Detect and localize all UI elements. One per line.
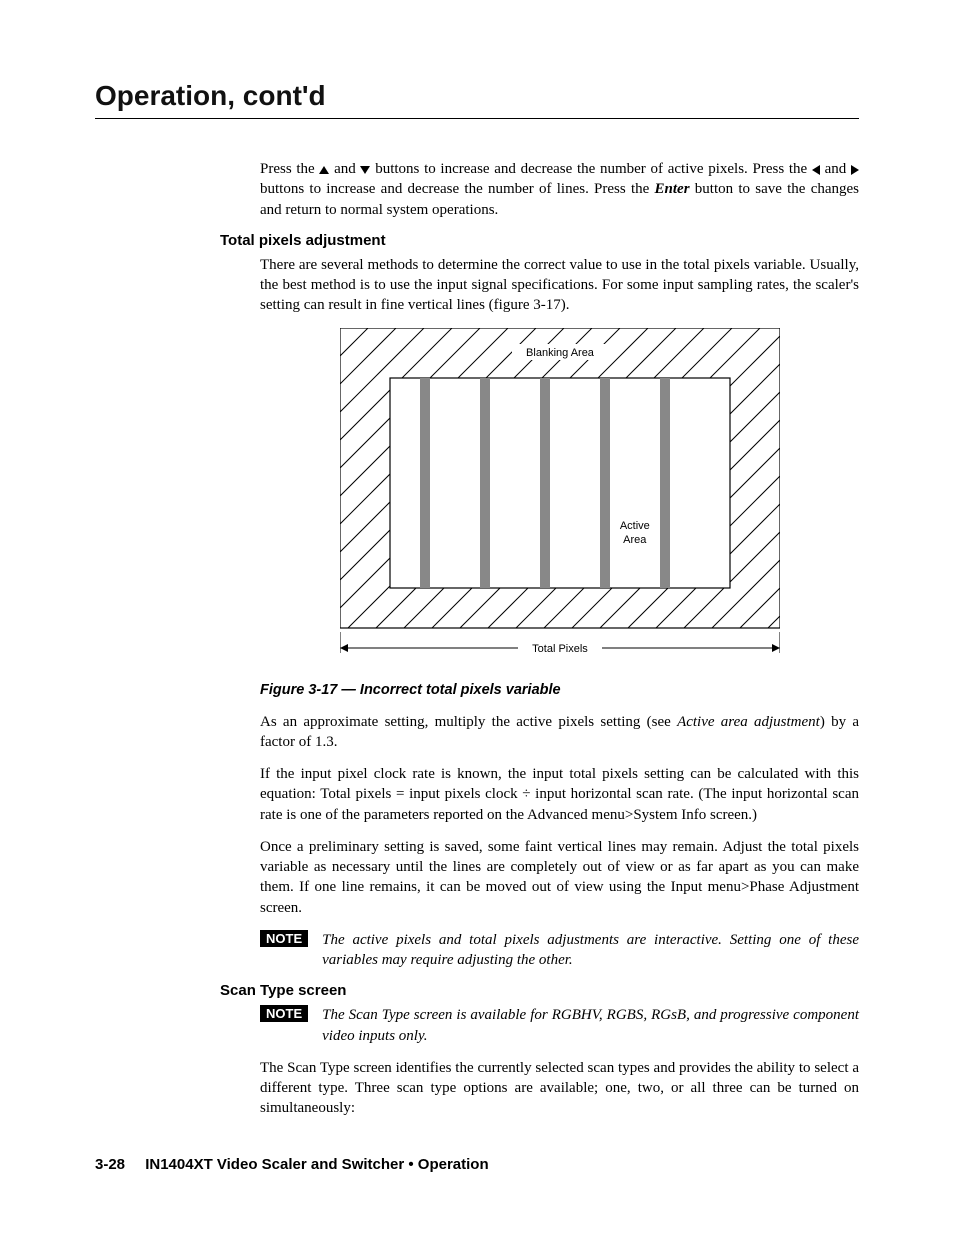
note-row-2: NOTE The Scan Type screen is available f… [260,1005,859,1046]
total-pixels-heading: Total pixels adjustment [220,232,859,249]
intro-paragraph: Press the and buttons to increase and de… [260,159,859,220]
scan-type-heading: Scan Type screen [220,982,859,999]
intro-text-5: buttons to increase and decrease the num… [260,181,655,197]
p2-a: As an approximate setting, multiply the … [260,714,677,730]
enter-keyword: Enter [655,181,690,197]
note-text-1: The active pixels and total pixels adjus… [322,930,859,971]
figure-3-17: Blanking Area Active Area Total Pixels [340,328,780,668]
right-arrow-icon [851,165,859,175]
note-badge-1: NOTE [260,930,308,947]
scan-type-p1: The Scan Type screen identifies the curr… [260,1058,859,1119]
svg-text:Area: Area [623,534,647,546]
p2-ital: Active area adjustment [677,714,820,730]
total-pixels-p3: If the input pixel clock rate is known, … [260,764,859,825]
intro-text-1: Press the [260,161,319,177]
intro-text-2: and [329,161,360,177]
svg-text:Active: Active [619,520,649,532]
up-arrow-icon [319,166,329,174]
intro-text-3: buttons to increase and decrease the num… [370,161,811,177]
total-pixels-p2: As an approximate setting, multiply the … [260,712,859,753]
figure-caption: Figure 3-17 — Incorrect total pixels var… [260,682,859,698]
note-badge-2: NOTE [260,1005,308,1022]
section-rule [95,118,859,119]
total-pixels-p1: There are several methods to determine t… [260,255,859,316]
note-row-1: NOTE The active pixels and total pixels … [260,930,859,971]
note-text-2: The Scan Type screen is available for RG… [322,1005,859,1046]
down-arrow-icon [360,166,370,174]
total-pixels-diagram: Blanking Area Active Area Total Pixels [340,328,780,663]
intro-text-4: and [820,161,851,177]
page-footer: 3-28 IN1404XT Video Scaler and Switcher … [95,1156,489,1173]
section-title: Operation, cont'd [95,80,859,112]
svg-text:Total Pixels: Total Pixels [532,643,588,655]
footer-text: IN1404XT Video Scaler and Switcher • Ope… [145,1156,488,1173]
total-pixels-p4: Once a preliminary setting is saved, som… [260,837,859,918]
page-number: 3-28 [95,1156,125,1173]
left-arrow-icon [812,165,820,175]
svg-text:Blanking Area: Blanking Area [526,347,595,359]
